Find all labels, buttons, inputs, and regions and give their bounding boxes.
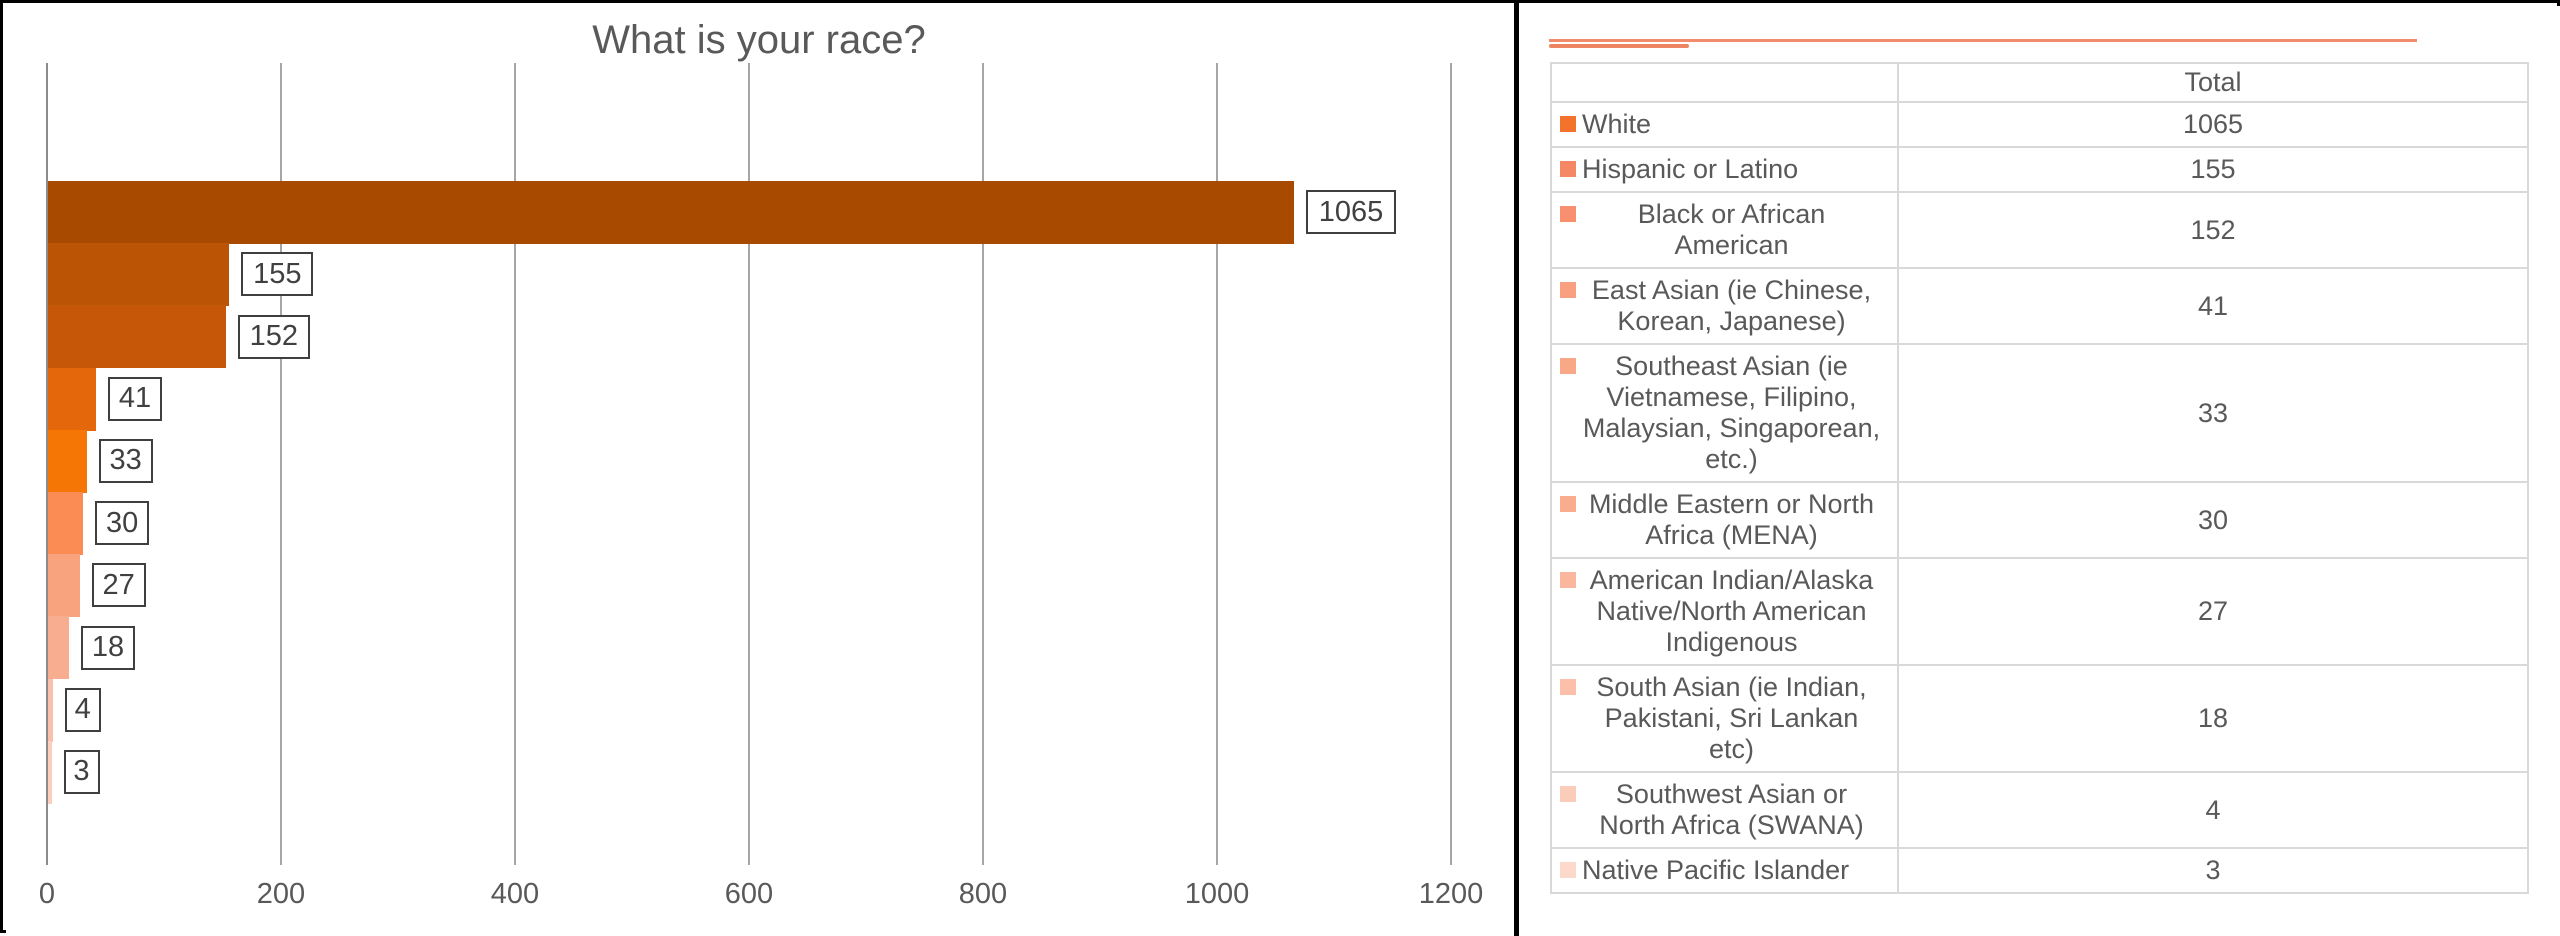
- total-column-header: Total: [1897, 62, 2529, 103]
- gridline-x-1000: [1216, 63, 1218, 865]
- category-label-cell: American Indian/Alaska Native/North Amer…: [1550, 557, 1899, 666]
- category-label-cell: White: [1550, 101, 1899, 148]
- category-label: Hispanic or Latino: [1582, 154, 1799, 184]
- table-row: Hispanic or Latino 155: [1550, 146, 2529, 193]
- bar-southwest-asian: [48, 678, 53, 742]
- total-value-cell: 33: [1897, 343, 2529, 483]
- table-row: White 1065: [1550, 101, 2529, 148]
- total-value-cell: 3: [1897, 847, 2529, 894]
- total-value-cell: 155: [1897, 146, 2529, 193]
- decorative-accent-tip: [1549, 44, 1689, 48]
- gridline-x-200: [280, 63, 282, 865]
- x-axis-tick-label: 800: [958, 878, 1008, 910]
- total-value-cell: 27: [1897, 557, 2529, 666]
- x-axis-tick-label: 400: [490, 878, 540, 910]
- bar-chart-panel: What is your race? 0 200 400 600 800 1000 1200…: [6, 6, 1514, 933]
- legend-swatch-icon: [1560, 786, 1576, 802]
- panel-divider: [1514, 3, 1519, 936]
- category-label: Black or African American: [1637, 199, 1826, 260]
- bar-value-label: 41: [107, 376, 162, 421]
- x-axis-tick-label: 1200: [1418, 878, 1484, 910]
- legend-swatch-icon: [1560, 496, 1576, 512]
- table-row: Southeast Asian (ie Vietnamese, Filipino…: [1550, 343, 2529, 483]
- data-table-panel: Total White 1065 Hispanic or Latino 155 Blac…: [1519, 6, 2560, 933]
- total-value-cell: 152: [1897, 191, 2529, 269]
- legend-swatch-icon: [1560, 161, 1576, 177]
- bar-value-label: 30: [95, 501, 150, 546]
- bar-south-asian: [48, 616, 70, 680]
- gridline-x-0: [46, 63, 48, 865]
- category-label: Southeast Asian (ie Vietnamese, Filipino…: [1582, 351, 1881, 474]
- table-row: Southwest Asian or North Africa (SWANA) 4: [1550, 771, 2529, 849]
- category-label-cell: Southwest Asian or North Africa (SWANA): [1550, 771, 1899, 849]
- table-row: Black or African American 152: [1550, 191, 2529, 269]
- bar-value-label: 1065: [1306, 190, 1397, 235]
- category-label: Middle Eastern or North Africa (MENA): [1588, 489, 1875, 550]
- total-value-cell: 4: [1897, 771, 2529, 849]
- bar-value-label: 155: [241, 252, 314, 297]
- gridline-x-600: [748, 63, 750, 865]
- bar-southeast-asian: [48, 429, 87, 493]
- total-value-cell: 30: [1897, 481, 2529, 559]
- bar-hispanic-or: [48, 243, 230, 307]
- chart-title: What is your race?: [592, 18, 926, 62]
- bar-value-label: 18: [81, 625, 136, 670]
- total-value-cell: 18: [1897, 664, 2529, 773]
- category-label-cell: Black or African American: [1550, 191, 1899, 269]
- category-label-cell: East Asian (ie Chinese, Korean, Japanese…: [1550, 267, 1899, 345]
- table-row: East Asian (ie Chinese, Korean, Japanese…: [1550, 267, 2529, 345]
- category-label: White: [1582, 109, 1652, 139]
- category-label: Native Pacific Islander: [1582, 855, 1850, 885]
- gridline-x-800: [982, 63, 984, 865]
- bar-native-pacific: [48, 740, 52, 804]
- decorative-accent-line: [1549, 39, 2417, 42]
- bar-value-label: 152: [237, 314, 310, 359]
- bar-white: [48, 181, 1295, 244]
- bar-middle-eastern: [48, 492, 84, 555]
- category-label-cell: Hispanic or Latino: [1550, 146, 1899, 193]
- bar-black-or: [48, 305, 226, 369]
- x-axis-tick-label: 600: [724, 878, 774, 910]
- table-header-row: Total: [1550, 62, 2529, 103]
- gridline-x-1200: [1450, 63, 1452, 865]
- bar-east-asian: [48, 367, 96, 431]
- legend-swatch-icon: [1560, 679, 1576, 695]
- total-value-cell: 1065: [1897, 101, 2529, 148]
- category-label-cell: Southeast Asian (ie Vietnamese, Filipino…: [1550, 343, 1899, 483]
- legend-swatch-icon: [1560, 282, 1576, 298]
- x-axis-tick-label: 200: [256, 878, 306, 910]
- table-row: South Asian (ie Indian, Pakistani, Sri L…: [1550, 664, 2529, 773]
- bar-value-label: 27: [91, 563, 146, 608]
- legend-swatch-icon: [1560, 862, 1576, 878]
- category-label: Southwest Asian or North Africa (SWANA): [1599, 779, 1864, 840]
- bar-value-label: 3: [63, 749, 100, 794]
- gridline-x-400: [514, 63, 516, 865]
- race-totals-table: Total White 1065 Hispanic or Latino 155 Blac…: [1550, 62, 2529, 894]
- category-label-cell: Native Pacific Islander: [1550, 847, 1899, 894]
- table-row: Middle Eastern or North Africa (MENA) 30: [1550, 481, 2529, 559]
- x-axis-tick-label: 0: [38, 878, 56, 910]
- legend-swatch-icon: [1560, 206, 1576, 222]
- bar-value-label: 4: [64, 687, 101, 732]
- category-label: American Indian/Alaska Native/North Amer…: [1589, 565, 1874, 657]
- category-label-cell: Middle Eastern or North Africa (MENA): [1550, 481, 1899, 559]
- x-axis-tick-label: 1000: [1184, 878, 1250, 910]
- bar-american-indianalaska: [48, 554, 80, 618]
- bar-value-label: 33: [98, 438, 153, 483]
- legend-swatch-icon: [1560, 572, 1576, 588]
- legend-swatch-icon: [1560, 358, 1576, 374]
- table-row: American Indian/Alaska Native/North Amer…: [1550, 557, 2529, 666]
- table-corner-cell: [1550, 62, 1899, 103]
- total-value-cell: 41: [1897, 267, 2529, 345]
- table-row: Native Pacific Islander 3: [1550, 847, 2529, 894]
- legend-swatch-icon: [1560, 116, 1576, 132]
- category-label-cell: South Asian (ie Indian, Pakistani, Sri L…: [1550, 664, 1899, 773]
- category-label: East Asian (ie Chinese, Korean, Japanese…: [1591, 275, 1872, 336]
- category-label: South Asian (ie Indian, Pakistani, Sri L…: [1596, 672, 1867, 764]
